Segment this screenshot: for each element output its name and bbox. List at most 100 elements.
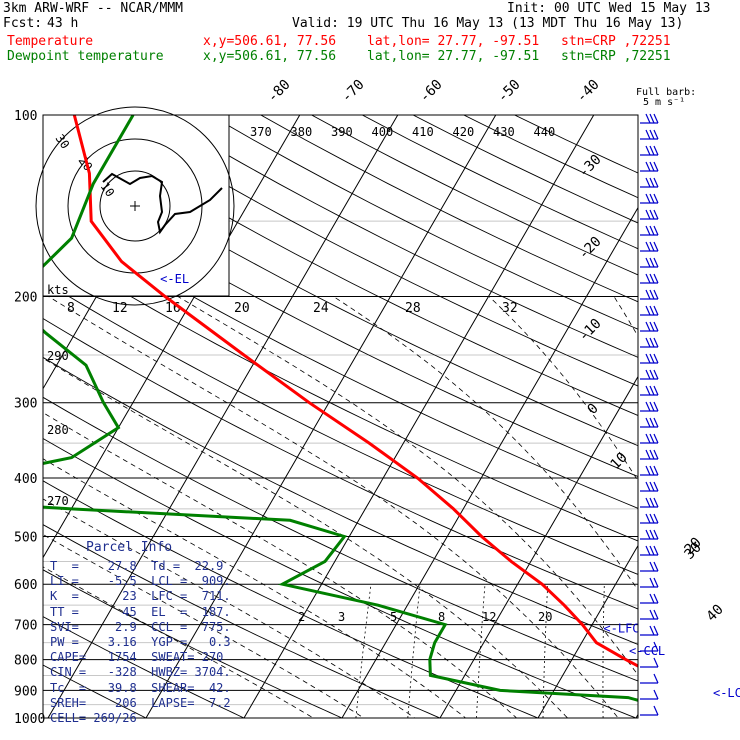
parcel-info-row: SVI= 2.9 CCL = 775.: [50, 619, 231, 634]
speed-axis-label: 24: [313, 301, 329, 316]
pressure-tick-label: 100: [14, 109, 37, 124]
parcel-info-title: Parcel Info: [86, 540, 173, 555]
wind-barb-flag: [653, 177, 659, 188]
wind-barb: [640, 273, 659, 284]
dry-adiabat-line: [43, 437, 638, 718]
parcel-info-row: Tc = 39.8 SHEAR= 42.: [50, 680, 231, 695]
mixing-ratio-label: 20: [538, 610, 552, 624]
isotherm-label: -10: [576, 316, 605, 345]
wind-barb-flag: [645, 129, 651, 140]
pressure-tick-label: 700: [14, 619, 37, 634]
parcel-info-row: K = 23 LFC = 711.: [50, 589, 231, 604]
hodograph-ring: [99, 170, 171, 242]
dry-adiabat-line: [43, 280, 638, 575]
wind-barb-flag: [649, 305, 655, 316]
wind-barb-flag: [649, 401, 655, 412]
theta-label: 290: [47, 349, 69, 363]
pressure-tick-label: 900: [14, 684, 37, 699]
wind-barb: [640, 209, 659, 220]
hodograph-ring-label: 10: [98, 180, 118, 200]
moist-adiabat-line: [43, 412, 518, 718]
pressure-tick-label: 500: [14, 530, 37, 545]
dry-adiabat-line: [43, 616, 246, 718]
wind-barb-flag: [645, 369, 651, 380]
wind-barb-flag: [649, 209, 655, 220]
grid-layer: [0, 115, 740, 718]
parcel-info-panel: Parcel Info T = 27.8 Td = 22.9 LI = -5.5 …: [44, 537, 234, 727]
isotherm-label: -50: [495, 77, 524, 106]
isotherm-line: [145, 115, 497, 718]
wind-barb-flag: [653, 497, 659, 508]
wind-barb-flag: [649, 289, 655, 300]
wind-barb-flag: [645, 145, 651, 156]
wind-barb: [640, 113, 659, 124]
wind-barb-flag: [653, 401, 659, 412]
parcel-info-row: TT = 45 EL = 187.: [50, 604, 231, 619]
wind-barb: [640, 289, 659, 300]
pressure-tick-label: 1000: [14, 712, 45, 727]
wind-barb-flag: [653, 705, 659, 716]
wind-barb-flag: [653, 369, 659, 380]
wind-barb: [640, 481, 659, 492]
wind-barb: [640, 577, 659, 588]
isotherm-line: [0, 115, 6, 718]
wind-barb-flag: [653, 417, 659, 428]
dewpoint-legend: Dewpoint temperature: [7, 49, 164, 64]
wind-barb: [640, 257, 659, 268]
dry-adiabat-line: [43, 664, 148, 718]
wind-barb-flag: [653, 593, 659, 604]
profiles-layer: [43, 115, 638, 702]
wind-barb: [640, 545, 659, 556]
dry-adiabat-line: [43, 317, 638, 610]
hodograph-ring-label: 30: [53, 132, 73, 152]
dry-adiabat-line: [412, 115, 638, 224]
mixing-ratio-label: 5: [390, 610, 397, 624]
wind-barb: [640, 161, 659, 172]
wind-barb-flag: [653, 385, 659, 396]
temperature-station: stn=CRP ,72251: [561, 34, 671, 49]
wind-barb: [640, 145, 659, 156]
dry-adiabat-line: [108, 115, 638, 387]
wind-barb-flag: [653, 129, 659, 140]
pressure-tick-label: 400: [14, 472, 37, 487]
wind-barb-flag: [653, 209, 659, 220]
wind-barb-flag: [653, 321, 659, 332]
mixing-ratio-line: [407, 584, 421, 718]
isotherm-label: -40: [574, 77, 603, 106]
isotherm-line: [43, 115, 301, 559]
wind-barb-flag: [645, 161, 651, 172]
wind-barb: [640, 673, 659, 684]
barb-key-label: Full barb: 5 m s⁻¹: [636, 87, 696, 108]
wind-barb-flag: [653, 609, 659, 620]
forecast-hours: 43 h: [47, 16, 79, 31]
wind-barb: [640, 497, 659, 508]
isotherm-line: [734, 115, 740, 718]
temperature-latlon: lat,lon= 27.77, -97.51: [367, 34, 540, 49]
wind-barb-flag: [645, 353, 651, 364]
wind-barb: [640, 385, 659, 396]
wind-barb: [640, 401, 659, 412]
wind-barb: [640, 449, 659, 460]
isotherm-line: [341, 206, 638, 718]
isotherm-label: -80: [265, 77, 294, 106]
wind-barb-flag: [645, 289, 651, 300]
wind-barb-flag: [649, 161, 655, 172]
speed-axis-label: 32: [502, 301, 518, 316]
parcel-info-row: PW = 3.16 YGP = 0.3: [50, 635, 231, 649]
theta-label: 400: [372, 125, 394, 139]
wind-barb-flag: [653, 577, 659, 588]
theta-label: 420: [453, 125, 475, 139]
wind-barb-flag: [653, 513, 659, 524]
wind-barb-flag: [645, 449, 651, 460]
wind-barb: [640, 529, 659, 540]
wind-barb-flag: [649, 545, 655, 556]
dry-adiabat-line: [43, 207, 638, 509]
forecast-label: Fcst:: [3, 16, 43, 31]
level-marker-lcl: <-LCL: [713, 686, 740, 700]
plot-frame: [42, 114, 639, 719]
wind-barb: [640, 353, 659, 364]
dewpoint-station: stn=CRP ,72251: [561, 49, 671, 64]
wind-barb-flag: [653, 481, 659, 492]
